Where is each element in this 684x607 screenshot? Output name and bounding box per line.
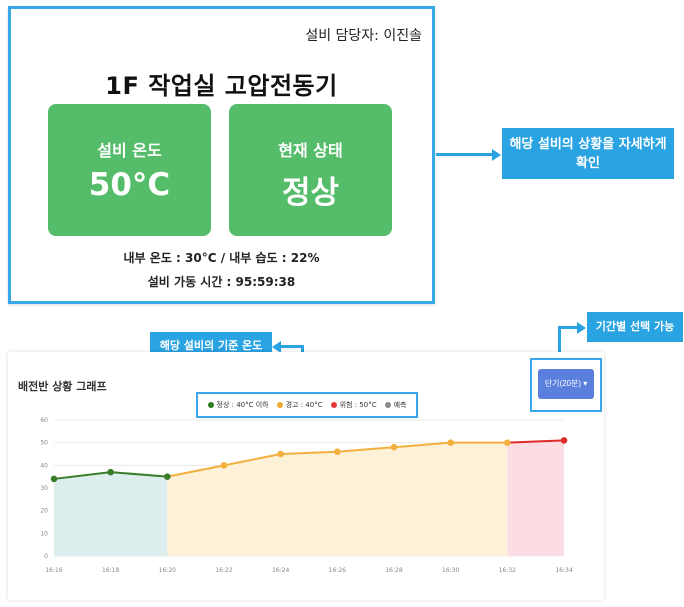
period-select-button[interactable]: 단기(20분) ▾ [538,369,594,399]
series-line-segment [167,464,225,478]
series-line-segment [110,471,168,478]
chart-panel: 0 10 20 30 40 50 60 16:16 16:18 16:20 16:22 16:24 16… [8,352,604,600]
legend-label: 예측 [393,401,407,409]
x-tick-label: 16:26 [329,567,346,574]
data-point [334,448,341,456]
data-point [447,439,454,446]
callout-connector [560,326,578,329]
x-tick-label: 16:28 [385,567,402,574]
data-point [390,443,398,451]
runtime-info: 설비 가동 시간 : 95:59:38 [147,275,296,289]
series-line-segment [53,471,111,480]
data-point [220,462,228,469]
callout-arrow-icon [577,322,586,334]
x-tick-label: 16:30 [442,567,459,574]
series-line-segment [337,446,395,453]
data-point [107,468,114,476]
legend-dot-icon [384,402,391,408]
y-tick-label: 60 [40,417,48,424]
manager-label: 설비 담당자: 이진솔 [305,28,422,44]
y-tick-label: 20 [40,508,48,515]
x-tick-label: 16:16 [45,567,62,574]
legend-item-normal[interactable]: 정상 : 40°C 이하 [207,400,269,410]
y-tick-label: 40 [40,462,48,469]
series-line-segment [507,439,565,444]
x-tick-label: 16:34 [555,567,572,574]
chart-title: 배전반 상황 그래프 [18,380,107,393]
status-label: 현재 상태 [278,141,343,160]
legend-dot-icon [276,402,283,408]
line-chart: 0 10 20 30 40 50 60 16:16 16:18 16:20 16:22 16:24 16… [40,417,572,574]
zone-area-정상 [54,472,168,556]
temperature-label: 설비 온도 [97,141,162,160]
callout-connector [558,326,561,359]
equipment-card: 설비 담당자: 이진솔 1F 작업실 고압전동기 설비 온도 50°C 현재 상… [8,6,435,304]
legend-dot-icon [330,402,337,408]
legend-item-warning[interactable]: 경고 : 40°C [276,400,323,410]
inner-environment-info: 내부 온도 : 30°C / 내부 습도 : 22% [123,251,320,265]
status-tile: 현재 상태 정상 [229,104,392,236]
series-line-segment [393,441,451,449]
zone-area-위험 [507,440,564,556]
legend-label: 위험 : 50°C [339,401,377,409]
temperature-value: 50°C [88,167,171,203]
legend-label: 정상 : 40°C 이하 [216,401,269,409]
x-tick-label: 16:20 [159,567,176,574]
chart-legend: 정상 : 40°C 이하 경고 : 40°C 위험 : 50°C 예측 [196,392,418,418]
x-tick-label: 16:18 [102,567,119,574]
x-tick-label: 16:24 [272,567,289,574]
callout-connector [436,153,492,156]
series-line-segment [280,450,338,455]
x-tick-label: 16:32 [499,567,516,574]
y-tick-label: 0 [44,553,48,560]
data-point [560,437,568,444]
zone-area-경고 [167,442,508,556]
status-value: 정상 [281,175,340,211]
y-tick-label: 10 [40,530,48,537]
callout-connector [281,345,303,348]
y-tick-label: 30 [40,485,48,492]
legend-label: 경고 : 40°C [285,401,323,409]
period-select-frame: 단기(20분) ▾ [530,358,602,412]
series-line-segment [223,453,281,467]
temperature-tile: 설비 온도 50°C [48,104,211,236]
legend-item-forecast[interactable]: 예측 [384,400,407,410]
x-tick-label: 16:22 [215,567,232,574]
data-point [504,439,511,446]
legend-item-danger[interactable]: 위험 : 50°C [330,400,377,410]
data-point [50,475,58,483]
callout-detail: 해당 설비의 상황을 자세하게 확인 [502,128,674,179]
equipment-title: 1F 작업실 고압전동기 [105,72,338,100]
callout-arrow-icon [492,149,501,161]
data-point [164,473,171,480]
y-tick-label: 50 [40,440,48,447]
callout-arrow-icon [272,341,281,353]
legend-dot-icon [207,402,214,408]
data-point [277,450,284,458]
callout-period: 기간별 선택 가능 [587,312,683,342]
